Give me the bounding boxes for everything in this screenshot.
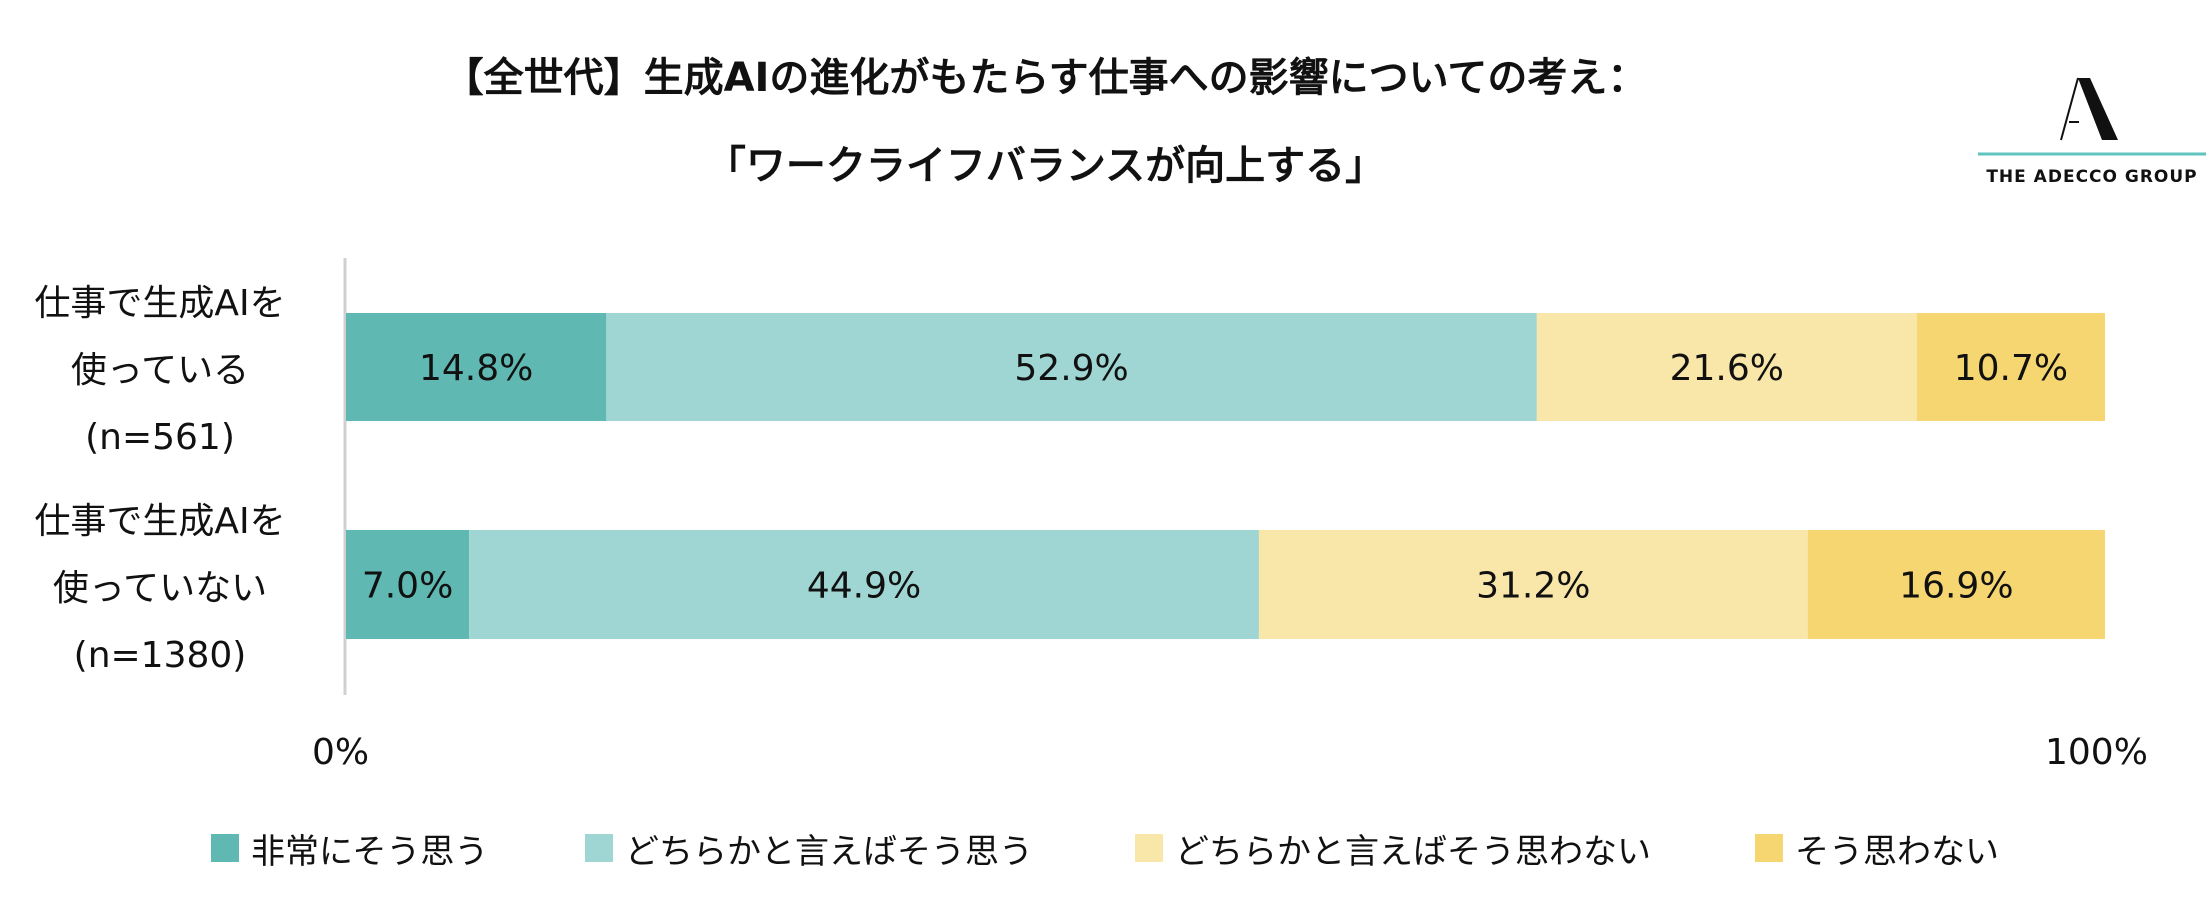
category-label-line: 使っていない (52, 568, 268, 609)
legend-item-3: そう思わない (1755, 823, 1999, 873)
logo-a-icon (1978, 77, 2206, 156)
bar-segment-0-0 (346, 313, 607, 421)
x-tick-100: 100% (2045, 732, 2148, 773)
data-label-0-1: 52.9% (1014, 348, 1128, 389)
category-label-line: 仕事で生成AIを (34, 501, 286, 542)
data-label-1-2: 31.2% (1476, 566, 1590, 607)
legend-label: どちらかと言えばそう思わない (1175, 831, 1651, 872)
data-label-0-2: 21.6% (1670, 348, 1784, 389)
category-label-line: 仕事で生成AIを (34, 283, 286, 324)
bar-segment-1-3 (1807, 530, 2105, 639)
logo-text: THE ADECCO GROUP (1986, 167, 2198, 187)
category-label-1: 仕事で生成AIを 使っていない (n=1380) (10, 488, 310, 689)
x-tick-0: 0% (312, 732, 370, 773)
data-label-1-1: 44.9% (807, 566, 921, 607)
legend-label: どちらかと言えばそう思う (625, 831, 1033, 872)
legend-swatch (1755, 834, 1783, 862)
legend-swatch (585, 834, 613, 862)
category-label-0: 仕事で生成AIを 使っている (n=561) (10, 270, 310, 471)
legend-swatch (211, 834, 239, 862)
adecco-logo: THE ADECCO GROUP (1978, 70, 2206, 200)
legend-label: そう思わない (1795, 831, 1999, 872)
legend-item-1: どちらかと言えばそう思う (585, 823, 1033, 873)
bar-segment-1-0 (346, 530, 470, 639)
data-label-0-0: 14.8% (419, 348, 533, 389)
chart-title-line1: 【全世代】生成AIの進化がもたらす仕事への影響についての考え： (443, 55, 1648, 101)
bar-segment-0-3 (1916, 313, 2105, 421)
bar-segment-0-2 (1536, 313, 1917, 421)
legend-item-0: 非常にそう思う (211, 823, 488, 873)
bar-segment-0-1 (606, 313, 1537, 421)
legend-label: 非常にそう思う (251, 831, 489, 872)
category-label-line: (n=561) (85, 417, 235, 458)
category-label-line: 使っている (70, 350, 250, 391)
legend-item-2: どちらかと言えばそう思わない (1135, 823, 1651, 873)
bar-segment-1-2 (1258, 530, 1808, 639)
data-label-1-3: 16.9% (1899, 566, 2013, 607)
data-label-1-0: 7.0% (362, 566, 453, 607)
category-label-line: (n=1380) (73, 635, 247, 676)
chart-title-line2: 「ワークライフバランスが向上する」 (705, 143, 1386, 189)
bar-segment-1-1 (469, 530, 1259, 639)
data-label-0-3: 10.7% (1954, 348, 2068, 389)
legend-swatch (1135, 834, 1163, 862)
